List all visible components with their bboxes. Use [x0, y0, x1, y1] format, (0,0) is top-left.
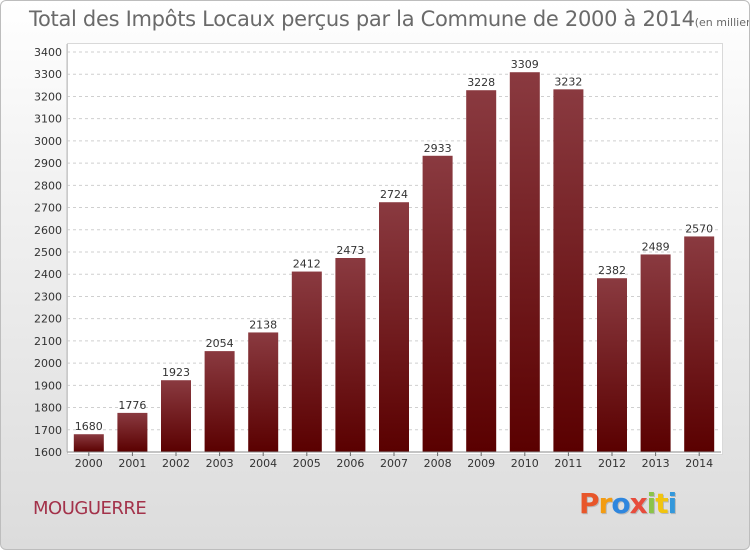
- y-tick-label: 2400: [34, 268, 62, 281]
- commune-name: MOUGUERRE: [33, 498, 147, 519]
- bar: [640, 254, 671, 452]
- y-tick-label: 1900: [34, 379, 62, 392]
- logo-letter: i: [646, 487, 657, 520]
- x-tick-label: 2009: [467, 457, 495, 470]
- bar: [73, 434, 104, 452]
- y-tick-label: 2500: [34, 246, 62, 259]
- y-tick-label: 3300: [34, 68, 62, 81]
- bar: [161, 380, 191, 452]
- x-tick-label: 2004: [249, 457, 277, 470]
- x-tick-label: 2005: [293, 457, 321, 470]
- bar: [291, 271, 322, 452]
- y-tick-label: 3100: [34, 113, 62, 126]
- x-tick-label: 2008: [424, 457, 452, 470]
- logo-letter: i: [667, 487, 678, 520]
- x-tick-label: 2013: [642, 457, 670, 470]
- bar: [466, 90, 497, 452]
- bar-value-label: 2054: [206, 337, 234, 350]
- y-tick-label: 2100: [34, 335, 62, 348]
- chart-unit-text: (en milliers d'€): [694, 16, 749, 29]
- bar-value-label: 2412: [293, 258, 321, 271]
- x-tick-label: 2002: [162, 457, 190, 470]
- bar: [335, 258, 366, 452]
- bar-value-label: 2933: [424, 142, 452, 155]
- y-tick-label: 3200: [34, 90, 62, 103]
- bar-value-label: 2382: [598, 264, 626, 277]
- logo-letter: t: [655, 487, 668, 520]
- bar-value-label: 2724: [380, 188, 408, 201]
- chart-title: Total des Impôts Locaux perçus par la Co…: [29, 7, 749, 31]
- bar-value-label: 1923: [162, 366, 190, 379]
- bar: [684, 236, 715, 452]
- bar-value-label: 1680: [75, 420, 103, 433]
- x-tick-label: 2000: [75, 457, 103, 470]
- bar: [509, 72, 540, 452]
- bar: [204, 351, 235, 452]
- x-tick-label: 2011: [554, 457, 582, 470]
- y-tick-label: 2900: [34, 157, 62, 170]
- x-tick-label: 2012: [598, 457, 626, 470]
- y-tick-label: 2300: [34, 290, 62, 303]
- x-tick-label: 2003: [206, 457, 234, 470]
- bar-value-label: 2489: [642, 240, 670, 253]
- chart-title-text: Total des Impôts Locaux perçus par la Co…: [29, 7, 695, 31]
- bar-value-label: 1776: [118, 399, 146, 412]
- bar: [379, 202, 409, 452]
- logo-letter: x: [629, 487, 648, 520]
- logo-letter: P: [579, 487, 600, 520]
- bar-value-label: 3228: [467, 76, 495, 89]
- bar-value-label: 3232: [554, 75, 582, 88]
- y-tick-label: 2600: [34, 224, 62, 237]
- bar-value-label: 2138: [249, 318, 277, 331]
- logo-letter: r: [598, 487, 613, 520]
- bar: [117, 412, 148, 452]
- x-tick-label: 2014: [685, 457, 713, 470]
- y-tick-label: 2000: [34, 357, 62, 370]
- x-tick-label: 2001: [118, 457, 146, 470]
- y-tick-label: 3000: [34, 135, 62, 148]
- bar: [422, 155, 453, 452]
- bar-value-label: 2473: [336, 244, 364, 257]
- x-tick-label: 2007: [380, 457, 408, 470]
- y-tick-label: 1800: [34, 402, 62, 415]
- x-tick-label: 2010: [511, 457, 539, 470]
- proxiti-logo: Proxiti: [579, 487, 678, 520]
- bar-value-label: 2570: [685, 222, 713, 235]
- y-tick-label: 2200: [34, 313, 62, 326]
- y-tick-label: 1700: [34, 424, 62, 437]
- bar-value-label: 3309: [511, 58, 539, 71]
- logo-letter: o: [611, 487, 630, 520]
- y-tick-label: 3400: [34, 46, 62, 59]
- x-tick-label: 2006: [336, 457, 364, 470]
- y-tick-label: 2700: [34, 202, 62, 215]
- bar: [553, 89, 584, 452]
- bar: [597, 278, 627, 452]
- bar: [248, 332, 279, 452]
- y-tick-label: 1600: [34, 446, 62, 459]
- y-tick-label: 2800: [34, 179, 62, 192]
